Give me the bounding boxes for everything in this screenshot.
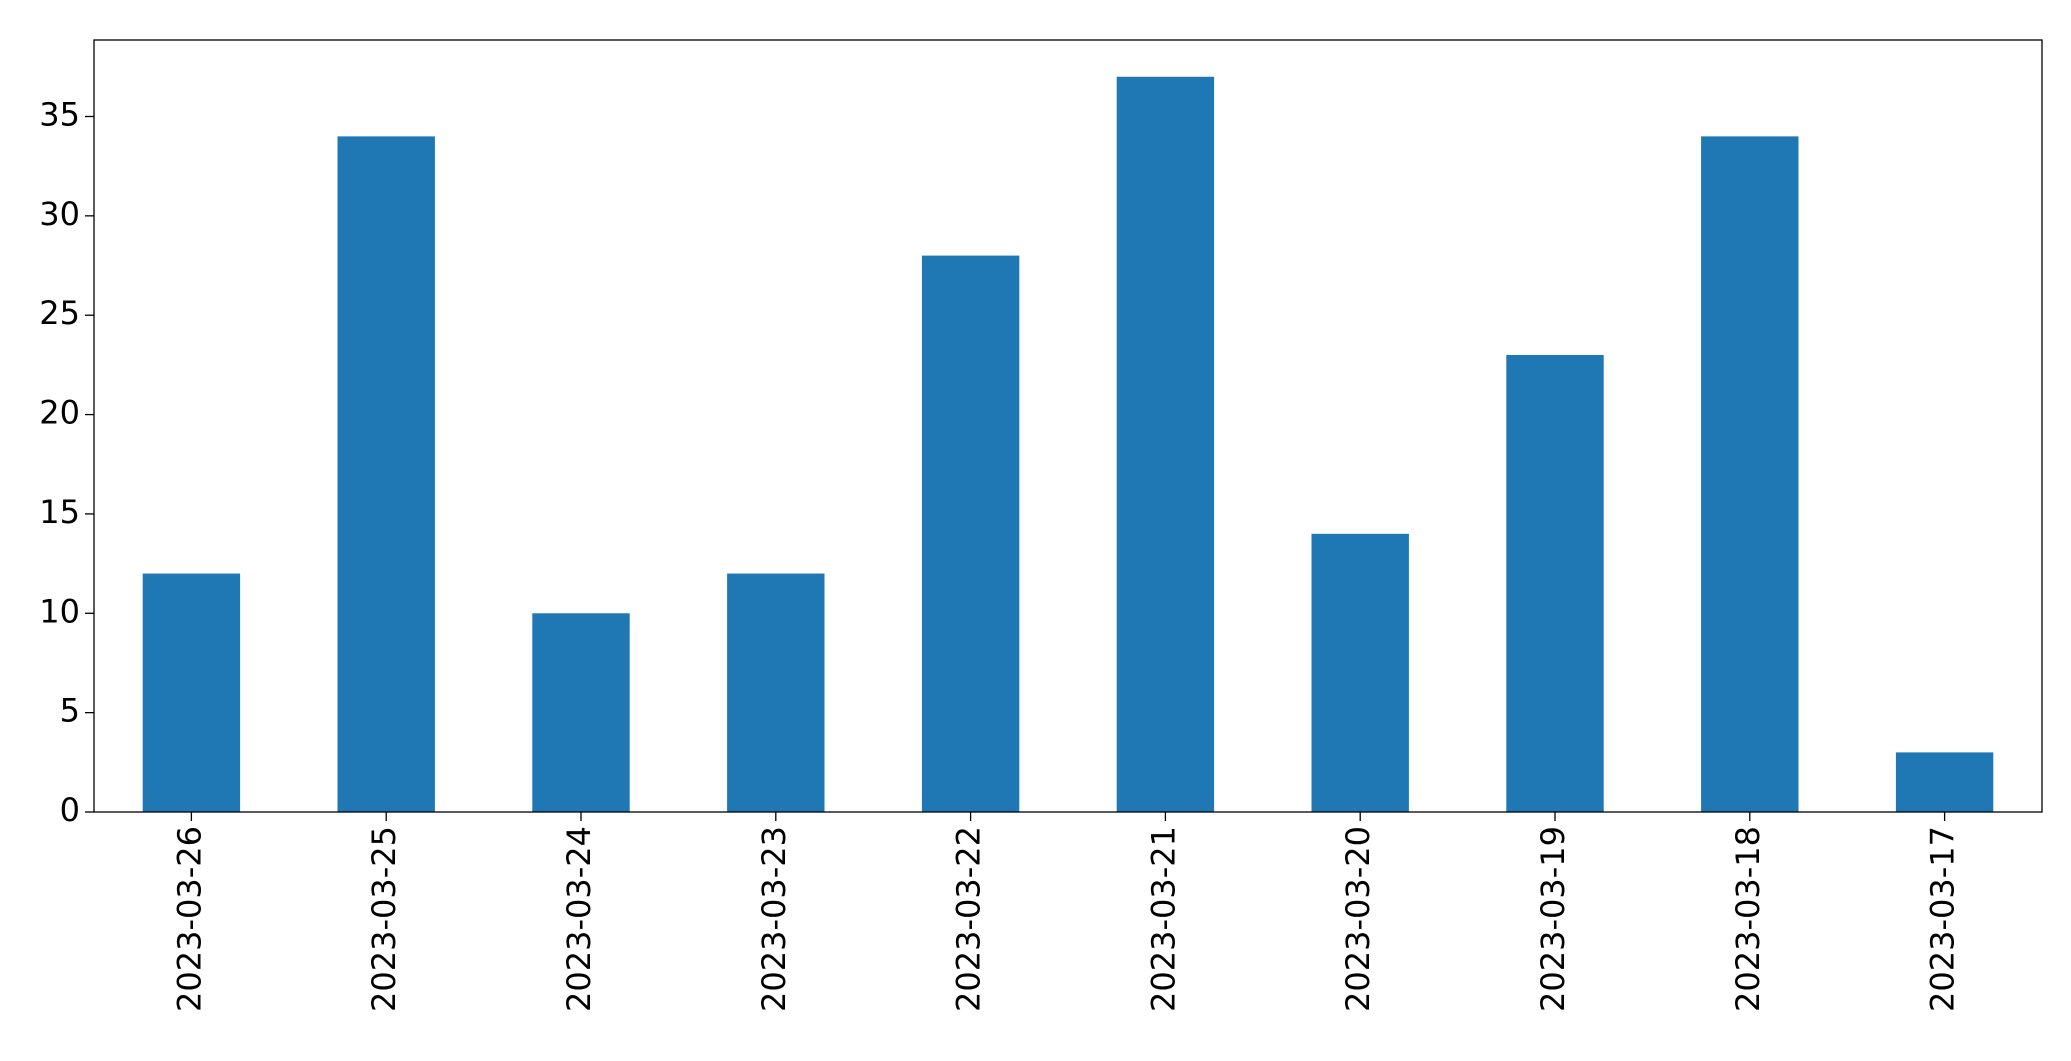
bar — [1116, 76, 1215, 812]
x-tick-label: 2023-03-17 — [1924, 826, 1962, 1012]
x-tick-label: 2023-03-23 — [755, 826, 793, 1012]
bar — [1311, 533, 1409, 812]
bar — [337, 136, 435, 813]
plot-frame — [93, 39, 2043, 813]
y-tick-label: 5 — [60, 692, 80, 730]
bar — [1701, 136, 1799, 813]
y-tick-label: 30 — [39, 195, 80, 233]
y-tick-label: 15 — [39, 493, 80, 531]
x-tick-label: 2023-03-25 — [365, 826, 403, 1012]
bar — [142, 573, 241, 812]
bar — [1506, 354, 1604, 812]
x-tick-label: 2023-03-20 — [1339, 826, 1377, 1012]
x-tick-label: 2023-03-24 — [560, 826, 598, 1012]
x-tick-label: 2023-03-21 — [1144, 826, 1182, 1012]
bar — [921, 255, 1020, 812]
bar — [727, 573, 825, 812]
y-tick-label: 35 — [39, 96, 80, 134]
y-tick-label: 25 — [39, 294, 80, 332]
x-tick-label: 2023-03-22 — [950, 826, 988, 1012]
y-tick-label: 10 — [39, 592, 80, 630]
x-tick-label: 2023-03-19 — [1534, 826, 1572, 1012]
bar — [1895, 752, 1994, 812]
bar — [532, 613, 630, 812]
y-tick-label: 20 — [39, 394, 80, 432]
x-tick-label: 2023-03-26 — [170, 826, 208, 1012]
y-tick-label: 0 — [60, 791, 80, 829]
x-tick-label: 2023-03-18 — [1729, 826, 1767, 1012]
